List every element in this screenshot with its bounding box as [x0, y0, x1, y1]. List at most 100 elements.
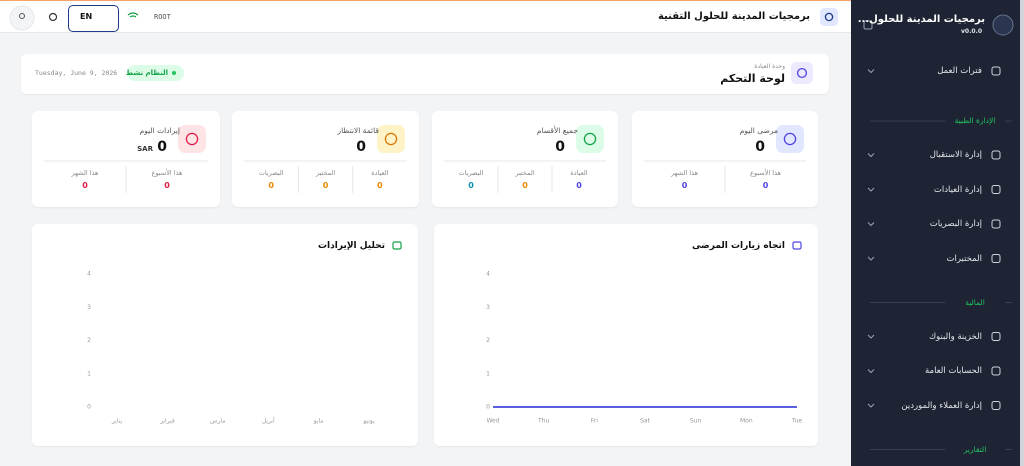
status-dot: [172, 71, 176, 75]
page-unit: وحدة العيادة: [754, 63, 785, 70]
chevron: [867, 187, 875, 192]
y-tick-label: 0: [486, 404, 490, 411]
chevron: [867, 403, 875, 408]
date: Tuesday, June 9, 2026: [35, 69, 118, 77]
chevron: [867, 222, 875, 227]
menu-icon: [991, 150, 1001, 160]
stat-detail-value: 0: [268, 181, 274, 190]
stat-detail-label: هذا الأسبوع: [750, 169, 781, 177]
page-icon: [791, 62, 813, 84]
app-icon: [820, 8, 838, 26]
stat-title: قائمة الانتظار: [337, 126, 379, 135]
top-bar: [0, 0, 851, 33]
menu-item[interactable]: إدارة العملاء والموردين: [901, 400, 982, 411]
stat-title: مرضى اليوم: [739, 126, 778, 135]
x-tick-label: Sat: [640, 418, 650, 425]
wifi-icon: [127, 12, 139, 18]
y-tick-label: 2: [486, 337, 490, 344]
x-tick-label: أبريل: [262, 417, 275, 425]
user-name: ROOT: [154, 13, 171, 21]
stat-detail-label: البصريات: [458, 169, 484, 177]
user-glyph: [19, 13, 25, 19]
menu-item[interactable]: إدارة البصريات: [929, 219, 982, 229]
menu-item[interactable]: فترات العمل: [937, 66, 982, 76]
stat-detail-value: 0: [82, 181, 88, 190]
sidebar-version: v0.0.0: [961, 28, 982, 35]
chart-icon: [392, 241, 402, 250]
stat-value: 0: [555, 139, 565, 155]
app-title: برمجيات المدينة للحلول التقنية: [657, 11, 810, 22]
chevron: [867, 369, 875, 374]
y-tick-label: 4: [486, 271, 490, 278]
stat-detail-value: 0: [164, 181, 170, 190]
stat-unit: SAR: [137, 145, 153, 153]
section-title: الإدارة الطبية: [954, 116, 996, 125]
stat-title: إيرادات اليوم: [139, 126, 180, 135]
stat-detail-label: هذا الشهر: [671, 169, 698, 177]
stat-detail-label: هذا الشهر: [71, 169, 99, 177]
y-tick-label: 2: [87, 337, 91, 344]
stat-detail-label: المختبر: [515, 169, 535, 177]
stat-icon-glyph: [384, 132, 398, 146]
menu-item[interactable]: المختبرات: [946, 253, 982, 264]
x-tick-label: Thu: [537, 418, 549, 425]
y-tick-label: 1: [486, 370, 490, 377]
logo: [992, 14, 1014, 36]
status-label: النظام نشط: [125, 69, 168, 77]
section-title: المالية: [965, 297, 985, 307]
stat-icon: [377, 125, 405, 153]
stat-detail-value: 0: [762, 181, 769, 190]
chevron: [867, 153, 875, 158]
x-tick-label: Tue: [791, 418, 803, 425]
page-title: لوحة التحكم: [720, 72, 785, 85]
x-tick-label: يناير: [111, 418, 123, 425]
language-button[interactable]: [68, 5, 119, 32]
menu-item[interactable]: إدارة العيادات: [933, 184, 982, 195]
stat-detail-value: 0: [468, 181, 474, 190]
stat-detail-label: العيادة: [371, 169, 389, 177]
x-tick-label: مايو: [313, 418, 324, 425]
stat-title: جميع الأقسام: [536, 126, 578, 135]
chart-card: [434, 224, 818, 446]
status-badge: [127, 65, 184, 81]
menu-item[interactable]: الخزينة والبنوك: [929, 331, 982, 342]
menu-icon: [991, 401, 1001, 410]
stat-detail-label: المختبر: [315, 169, 336, 177]
stat-value: 0: [157, 139, 167, 155]
page-icon-glyph: [796, 67, 808, 79]
y-tick-label: 3: [87, 304, 91, 311]
stat-icon-glyph: [783, 132, 797, 146]
chart-icon: [792, 241, 802, 250]
stat-detail-label: هذا الأسبوع: [151, 169, 183, 177]
menu-icon: [991, 366, 1001, 376]
chevron: [867, 69, 875, 74]
stat-detail-value: 0: [522, 181, 528, 190]
stat-icon-glyph: [583, 132, 597, 146]
sidebar-title: برمجيات المدينة للحلول...: [857, 14, 985, 25]
x-tick-label: فبراير: [159, 418, 175, 425]
menu-item[interactable]: إدارة الاستقبال: [929, 150, 982, 160]
x-tick-label: Fri: [591, 418, 598, 425]
menu-icon: [991, 185, 1001, 194]
menu-icon: [991, 332, 1001, 341]
menu-icon: [991, 254, 1001, 263]
y-tick-label: 1: [87, 370, 91, 377]
menu-icon: [991, 66, 1001, 76]
theme-icon: [48, 12, 58, 22]
x-tick-label: مارس: [210, 418, 225, 425]
chart-title: تحليل الإيرادات: [318, 241, 385, 251]
sidebar: [851, 0, 1020, 466]
stat-value: 0: [755, 139, 765, 155]
stat-value: 0: [356, 139, 366, 155]
scrollbar: [1020, 0, 1024, 466]
language-label[interactable]: EN: [80, 12, 93, 21]
y-tick-label: 3: [486, 304, 490, 311]
chart-card: [32, 224, 418, 446]
stat-icon: [178, 125, 206, 153]
section-title: التقارير: [963, 444, 987, 454]
menu-item[interactable]: الحسابات العامة: [924, 366, 982, 376]
chart-title: اتجاه زيارات المرضى: [691, 241, 785, 251]
stat-icon: [576, 125, 604, 153]
y-tick-label: 4: [87, 271, 91, 278]
